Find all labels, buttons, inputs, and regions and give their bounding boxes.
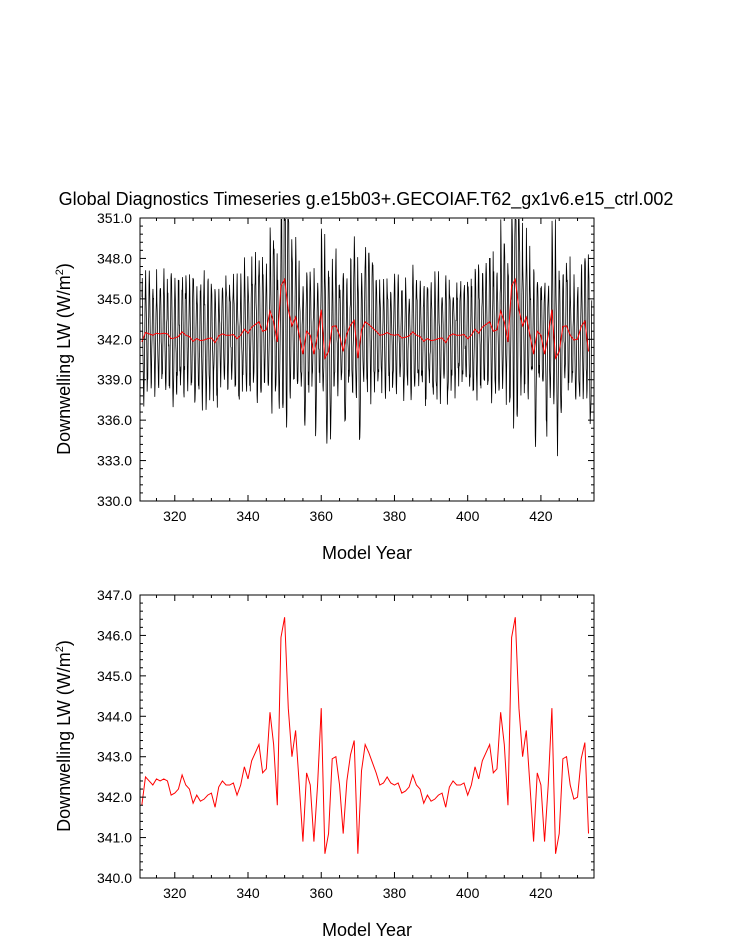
top-plot-frame <box>139 217 595 502</box>
bottom-xtick-label: 360 <box>310 885 334 901</box>
bottom-ticks: 340.0 341.0 342.0 343.0 344.0 345.0 346.0 347.0… <box>97 587 594 901</box>
bottom-xtick-label: 340 <box>236 885 260 901</box>
top-ytick-label: 339.0 <box>97 372 132 388</box>
bottom-xtick-label: 380 <box>383 885 407 901</box>
bottom-y-axis-title-main: Downwelling LW (W/m <box>54 652 74 832</box>
bottom-xtick-label: 420 <box>529 885 553 901</box>
top-xtick-label: 420 <box>529 508 553 524</box>
top-ytick-label: 351.0 <box>97 210 132 226</box>
top-ytick-label: 345.0 <box>97 291 132 307</box>
top-y-axis-title-tail: ) <box>54 263 74 269</box>
bottom-plot-frame <box>139 594 595 879</box>
bottom-xtick-label: 320 <box>163 885 187 901</box>
bottom-annual-series-line <box>141 617 590 854</box>
bottom-ytick-label: 340.0 <box>97 870 132 886</box>
top-ytick-label: 342.0 <box>97 331 132 347</box>
top-ytick-label: 336.0 <box>97 412 132 428</box>
top-xtick-label: 380 <box>383 508 407 524</box>
bottom-xtick-label: 400 <box>456 885 480 901</box>
top-monthly-series-line <box>141 218 593 457</box>
top-xtick-label: 320 <box>163 508 187 524</box>
top-ticks: 330.0 333.0 336.0 339.0 342.0 345.0 348.0 351.0… <box>97 210 594 524</box>
bottom-ytick-label: 345.0 <box>97 668 132 684</box>
top-xtick-label: 360 <box>310 508 334 524</box>
figure-title: Global Diagnostics Timeseries g.e15b03+.… <box>59 189 674 210</box>
top-xtick-label: 400 <box>456 508 480 524</box>
bottom-ytick-label: 347.0 <box>97 587 132 603</box>
top-ytick-label: 330.0 <box>97 493 132 509</box>
top-x-axis-title: Model Year <box>322 543 412 563</box>
bottom-ytick-label: 341.0 <box>97 830 132 846</box>
bottom-x-axis-title: Model Year <box>322 920 412 940</box>
bottom-y-axis-title-sup: 2 <box>54 646 66 652</box>
top-y-axis-title: Downwelling LW (W/m2) <box>54 263 74 455</box>
bottom-y-axis-title: Downwelling LW (W/m2) <box>54 640 74 832</box>
bottom-chart: 340.0 341.0 342.0 343.0 344.0 345.0 346.0 347.0… <box>54 587 595 940</box>
bottom-series-layer <box>141 617 590 854</box>
top-y-axis-title-sup: 2 <box>54 269 66 275</box>
top-y-axis-title-main: Downwelling LW (W/m <box>54 275 74 455</box>
bottom-ytick-label: 344.0 <box>97 708 132 724</box>
top-xtick-label: 340 <box>236 508 260 524</box>
top-chart: 330.0 333.0 336.0 339.0 342.0 345.0 348.0 351.0… <box>54 210 595 563</box>
bottom-ytick-label: 343.0 <box>97 749 132 765</box>
top-ytick-label: 348.0 <box>97 250 132 266</box>
top-annual-series-line <box>141 277 590 360</box>
top-series-layer <box>141 218 593 457</box>
bottom-ytick-label: 342.0 <box>97 789 132 805</box>
top-ytick-label: 333.0 <box>97 453 132 469</box>
bottom-y-axis-title-tail: ) <box>54 640 74 646</box>
bottom-ytick-label: 346.0 <box>97 627 132 643</box>
